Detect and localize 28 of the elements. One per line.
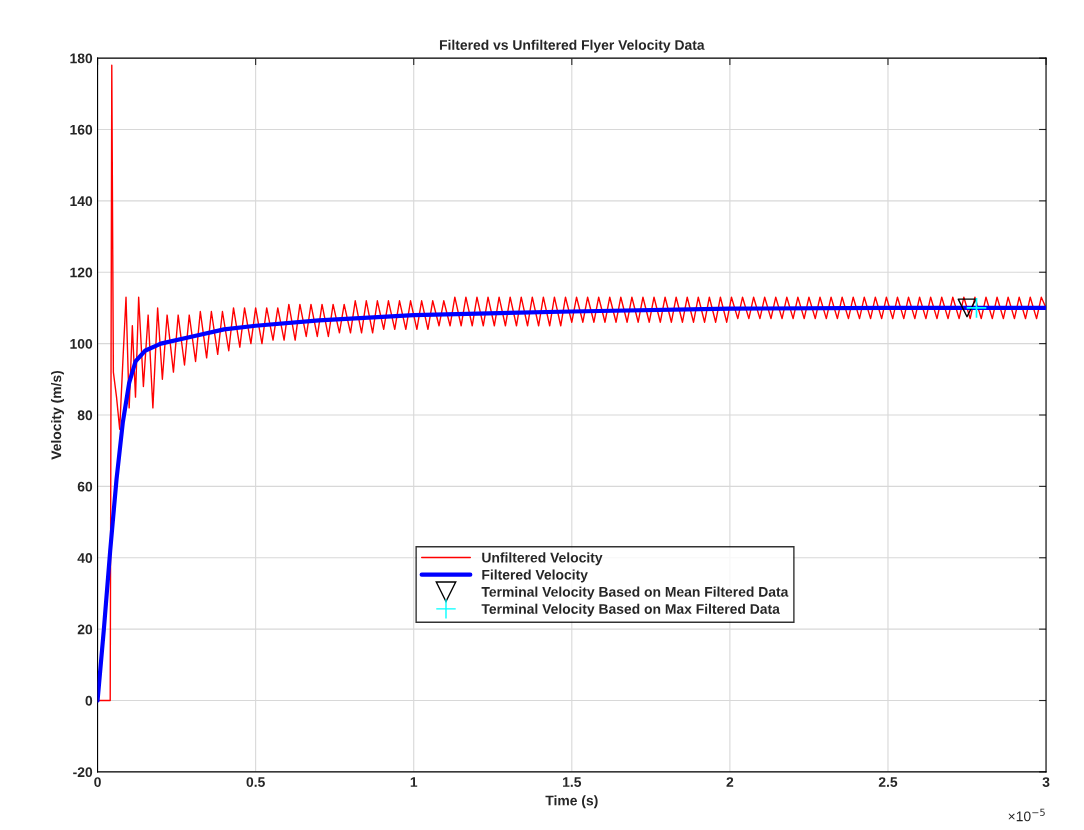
y-tick-label: -20 [73, 767, 93, 778]
y-tick-label: 180 [70, 53, 93, 64]
line-series [97, 64, 1047, 702]
x-tick-label: 3 [1042, 777, 1050, 787]
legend-label: Unfiltered Velocity [482, 552, 603, 566]
y-tick-label: 0 [85, 695, 93, 706]
y-tick-label: 20 [77, 624, 93, 635]
legend-label: Terminal Velocity Based on Mean Filtered Data [481, 586, 789, 600]
y-tick-label: 40 [77, 553, 93, 563]
legend-label: Terminal Velocity Based on Max Filtered Data [481, 603, 780, 617]
line-series [97, 305, 1047, 703]
y-tick-label: 60 [77, 481, 93, 492]
y-tick-label: 100 [70, 338, 93, 349]
x-tick-label: 2 [726, 777, 734, 787]
x-tick-label: 1 [410, 777, 418, 787]
x-tick-label: 0.5 [246, 777, 265, 787]
y-tick-label: 80 [77, 410, 93, 421]
x-tick-label: 2.5 [878, 777, 898, 787]
y-axis-title: Velocity (m/s) [51, 370, 64, 460]
y-tick-label: 120 [70, 267, 93, 278]
legend-label: Filtered Velocity [482, 569, 588, 583]
x-axis-title: Time (s) [545, 795, 598, 809]
chart-title: Filtered vs Unfiltered Flyer Velocity Data [439, 39, 705, 53]
y-tick-label: 160 [70, 124, 93, 135]
text: ×10$^{−5}$ [1008, 808, 1045, 822]
x-tick-label: 1.5 [563, 777, 582, 787]
x-tick-label: 0 [94, 777, 101, 787]
y-tick-label: 140 [70, 196, 93, 207]
